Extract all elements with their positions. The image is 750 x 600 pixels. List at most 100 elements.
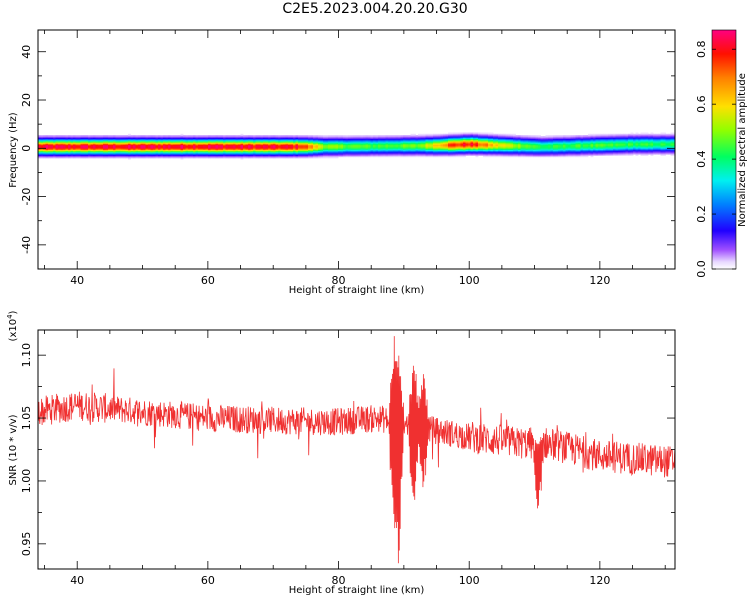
heatmap-cell	[275, 142, 279, 144]
heatmap-cell	[425, 139, 429, 142]
heatmap-cell	[268, 136, 271, 138]
heatmap-cell	[410, 135, 414, 137]
heatmap-cell	[95, 153, 99, 155]
heatmap-cell	[253, 148, 256, 150]
heatmap-cell	[55, 139, 59, 142]
heatmap-cell	[88, 137, 91, 140]
heatmap-cell	[300, 137, 304, 140]
heatmap-cell	[315, 144, 319, 147]
heatmap-cell	[340, 145, 344, 148]
heatmap-cell	[485, 137, 489, 140]
heatmap-cell	[630, 143, 634, 146]
heatmap-cell	[183, 156, 186, 159]
heatmap-cell	[153, 137, 156, 140]
heatmap-cell	[333, 138, 336, 141]
heatmap-cell	[415, 149, 419, 152]
heatmap-cell	[325, 143, 329, 146]
heatmap-cell	[663, 148, 666, 150]
heatmap-cell	[305, 145, 309, 148]
heatmap-cell	[563, 139, 566, 142]
heatmap-cell	[485, 142, 489, 144]
heatmap-cell	[325, 149, 329, 152]
heatmap-cell	[410, 147, 414, 149]
heatmap-cell	[260, 143, 264, 146]
heatmap-cell	[113, 138, 116, 141]
heatmap-cell	[78, 148, 81, 150]
heatmap-cell	[380, 135, 384, 137]
heatmap-cell	[123, 141, 126, 143]
heatmap-cell	[323, 144, 326, 147]
heatmap-cell	[300, 148, 304, 150]
heatmap-cell	[338, 144, 341, 147]
heatmap-cell	[645, 151, 649, 154]
heatmap-cell	[90, 137, 94, 140]
heatmap-cell	[495, 141, 499, 143]
heatmap-cell	[418, 153, 421, 155]
heatmap-cell	[338, 151, 341, 154]
heatmap-cell	[478, 137, 481, 140]
heatmap-cell	[530, 139, 534, 142]
heatmap-cell	[178, 156, 181, 159]
heatmap-cell	[323, 142, 326, 144]
heatmap-cell	[230, 155, 234, 158]
heatmap-cell	[545, 137, 549, 140]
heatmap-cell	[370, 153, 374, 155]
heatmap-cell	[310, 147, 314, 149]
heatmap-cell	[618, 153, 621, 155]
heatmap-cell	[615, 147, 619, 149]
heatmap-cell	[388, 145, 391, 148]
heatmap-cell	[523, 139, 526, 142]
heatmap-cell	[133, 139, 136, 142]
heatmap-cell	[145, 143, 149, 146]
heatmap-cell	[190, 138, 194, 141]
heatmap-cell	[263, 154, 266, 156]
heatmap-cell	[623, 145, 626, 148]
heatmap-cell	[573, 147, 576, 149]
heatmap-cell	[400, 137, 404, 140]
heatmap-cell	[468, 141, 471, 143]
heatmap-cell	[465, 133, 469, 136]
heatmap-cell	[40, 153, 44, 155]
heatmap-cell	[635, 150, 639, 153]
heatmap-cell	[45, 147, 49, 149]
heatmap-cell	[278, 147, 281, 149]
heatmap-cell	[555, 142, 559, 144]
heatmap-cell	[230, 137, 234, 140]
heatmap-cell	[378, 135, 381, 137]
heatmap-cell	[453, 133, 456, 136]
heatmap-cell	[413, 154, 416, 156]
y-tick-label: 0	[20, 145, 33, 152]
heatmap-cell	[413, 149, 416, 152]
heatmap-cell	[303, 156, 306, 159]
heatmap-cell	[158, 156, 161, 159]
heatmap-cell	[145, 156, 149, 159]
heatmap-cell	[213, 143, 216, 146]
heatmap-cell	[148, 144, 151, 147]
heatmap-cell	[280, 148, 284, 150]
heatmap-cell	[208, 147, 211, 149]
heatmap-cell	[460, 135, 464, 137]
heatmap-cell	[105, 149, 109, 152]
heatmap-cell	[445, 142, 449, 144]
heatmap-cell	[270, 144, 274, 147]
heatmap-cell	[638, 147, 641, 149]
heatmap-cell	[205, 138, 209, 141]
heatmap-cell	[130, 142, 134, 144]
heatmap-cell	[233, 145, 236, 148]
heatmap-cell	[330, 148, 334, 150]
heatmap-cell	[90, 135, 94, 137]
heatmap-cell	[55, 154, 59, 156]
heatmap-cell	[240, 149, 244, 152]
heatmap-cell	[580, 144, 584, 147]
heatmap-cell	[458, 135, 461, 137]
heatmap-cell	[503, 150, 506, 153]
heatmap-cell	[515, 150, 519, 153]
heatmap-cell	[370, 150, 374, 153]
heatmap-cell	[295, 147, 299, 149]
heatmap-cell	[360, 137, 364, 140]
heatmap-cell	[140, 137, 144, 140]
heatmap-cell	[388, 154, 391, 156]
heatmap-cell	[210, 144, 214, 147]
heatmap-cell	[403, 139, 406, 142]
heatmap-cell	[345, 150, 349, 153]
